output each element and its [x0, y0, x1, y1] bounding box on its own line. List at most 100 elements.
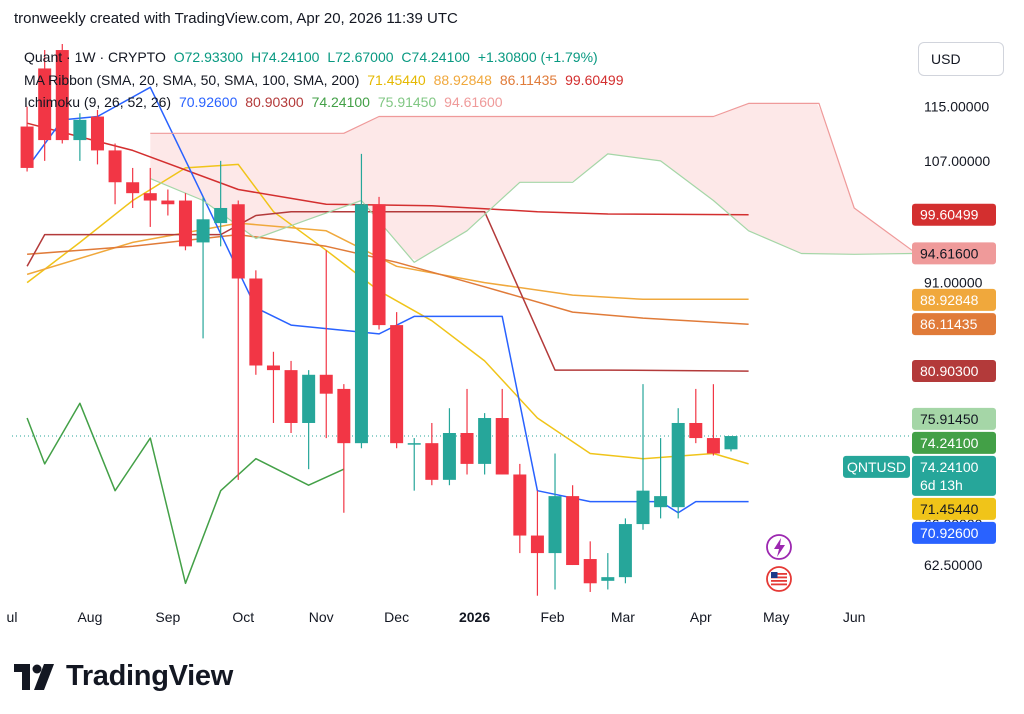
candle-body: [513, 474, 527, 536]
series-senkou-span-a: [150, 153, 913, 263]
legend-kijun: 80.90300: [245, 94, 304, 110]
candle-body: [73, 119, 87, 141]
candle-body: [302, 374, 316, 423]
x-tick-label: Mar: [611, 609, 635, 625]
candle-body: [724, 436, 738, 450]
candle: [442, 408, 456, 486]
candle-body: [55, 50, 69, 141]
candle: [495, 388, 509, 475]
y-tick-label: 62.50000: [924, 557, 983, 573]
candle-body: [108, 150, 122, 183]
chart-header: tronweekly created with TradingView.com,…: [14, 10, 458, 27]
price-label-text: 71.45440: [920, 501, 979, 517]
symbol-tag: [843, 455, 910, 478]
legend-high: H74.24100: [250, 49, 320, 65]
candle-body: [407, 443, 421, 445]
price-label-box: [912, 497, 996, 520]
legend-ma20: 71.45440: [367, 72, 426, 88]
candle-body: [566, 496, 580, 566]
candle: [478, 413, 492, 475]
x-tick-label: Jun: [843, 609, 866, 625]
candle-body: [689, 422, 703, 439]
currency-button[interactable]: USD: [918, 42, 1004, 76]
candle-body: [196, 219, 210, 243]
candle-body: [442, 433, 456, 480]
candle: [636, 384, 650, 530]
price-label-box: [912, 313, 996, 336]
series-sma-50: [26, 222, 749, 301]
legend-ma-label: MA Ribbon (SMA, 20, SMA, 50, SMA, 100, S…: [24, 72, 360, 88]
y-tick-label: 115.00000: [924, 99, 989, 115]
us-flag-stripe: [771, 573, 787, 575]
x-tick-label: Dec: [384, 609, 409, 625]
price-label-text: 94.61600: [920, 245, 979, 261]
tradingview-logo-text: TradingView: [66, 660, 233, 692]
candle: [372, 196, 386, 330]
price-label: 70.92600: [912, 521, 996, 544]
candle-body: [90, 116, 104, 151]
price-label-box: [912, 242, 996, 265]
y-tick-label: 91.00000: [924, 275, 983, 291]
candle-body: [460, 433, 474, 464]
tradingview-logo-icon: [14, 663, 54, 690]
candle: [214, 160, 228, 247]
legend-ma50: 88.92848: [433, 72, 492, 88]
candle-body: [530, 535, 544, 554]
price-label-text: 74.24100: [920, 435, 979, 451]
candle-body: [354, 204, 368, 444]
x-tick-label: Oct: [232, 609, 254, 625]
legend-low: L72.67000: [327, 49, 394, 65]
price-label-text: 80.90300: [920, 363, 979, 379]
candle: [196, 196, 210, 339]
candle-body: [390, 325, 404, 444]
candle: [671, 408, 685, 519]
candle-body: [337, 388, 351, 444]
legend-ichimoku-label: Ichimoku (9, 26, 52, 26): [24, 94, 172, 110]
candle: [73, 113, 87, 161]
candle: [90, 109, 104, 165]
candle: [143, 167, 157, 227]
candle: [513, 463, 527, 554]
price-label: 74.24100: [912, 431, 996, 454]
candle-body: [143, 193, 157, 201]
price-labels: 99.60499 94.61600 88.92848 86.11435 80.90300…: [843, 203, 996, 544]
x-tick-label: ul: [7, 609, 18, 625]
candle: [178, 193, 192, 251]
y-tick-label: 107.00000: [924, 153, 990, 169]
legend-ichimoku[interactable]: Ichimoku (9, 26, 52, 26) 70.92600 80.903…: [24, 94, 507, 110]
candle: [583, 541, 597, 592]
price-label-box: [912, 407, 996, 430]
candle-body: [266, 365, 280, 371]
price-chart[interactable]: ul Aug Sep Oct Nov Dec 2026 Feb Mar Apr May Jun 115…: [0, 40, 1024, 640]
candle: [231, 200, 245, 480]
candle: [530, 490, 544, 596]
price-label: 88.92848: [912, 288, 996, 311]
candle: [337, 384, 351, 513]
candle-body: [231, 204, 245, 279]
legend-ma-ribbon[interactable]: MA Ribbon (SMA, 20, SMA, 50, SMA, 100, S…: [24, 72, 628, 88]
candle-body: [671, 422, 685, 508]
x-tick-label: 2026: [459, 609, 490, 625]
candle: [38, 50, 52, 161]
candle: [724, 436, 738, 452]
legend-span-a: 75.91450: [377, 94, 437, 110]
legend-symbol[interactable]: Quant · 1W · CRYPTO: [24, 49, 166, 65]
us-flag-stripe: [771, 576, 787, 579]
price-label-text: 70.92600: [920, 525, 979, 541]
candle: [20, 106, 34, 172]
legend-chikou: 74.24100: [311, 94, 370, 110]
candle-body: [319, 374, 333, 394]
price-label: 74.24100 6d 13h QNTUSD: [843, 455, 996, 496]
legend-open: O72.93300: [173, 49, 244, 65]
lightning-icon-bolt: [774, 538, 785, 557]
tradingview-logo[interactable]: TradingView: [14, 660, 233, 693]
price-label-box: [912, 455, 996, 496]
price-label-box: [912, 521, 996, 544]
lightning-icon: [766, 534, 792, 560]
candle-body: [495, 418, 509, 475]
price-label-countdown: 6d 13h: [920, 477, 963, 493]
legend-close: C74.24100: [401, 49, 470, 65]
price-label: 71.45440: [912, 497, 996, 520]
price-label: 94.61600: [912, 242, 996, 265]
candle: [654, 438, 668, 519]
